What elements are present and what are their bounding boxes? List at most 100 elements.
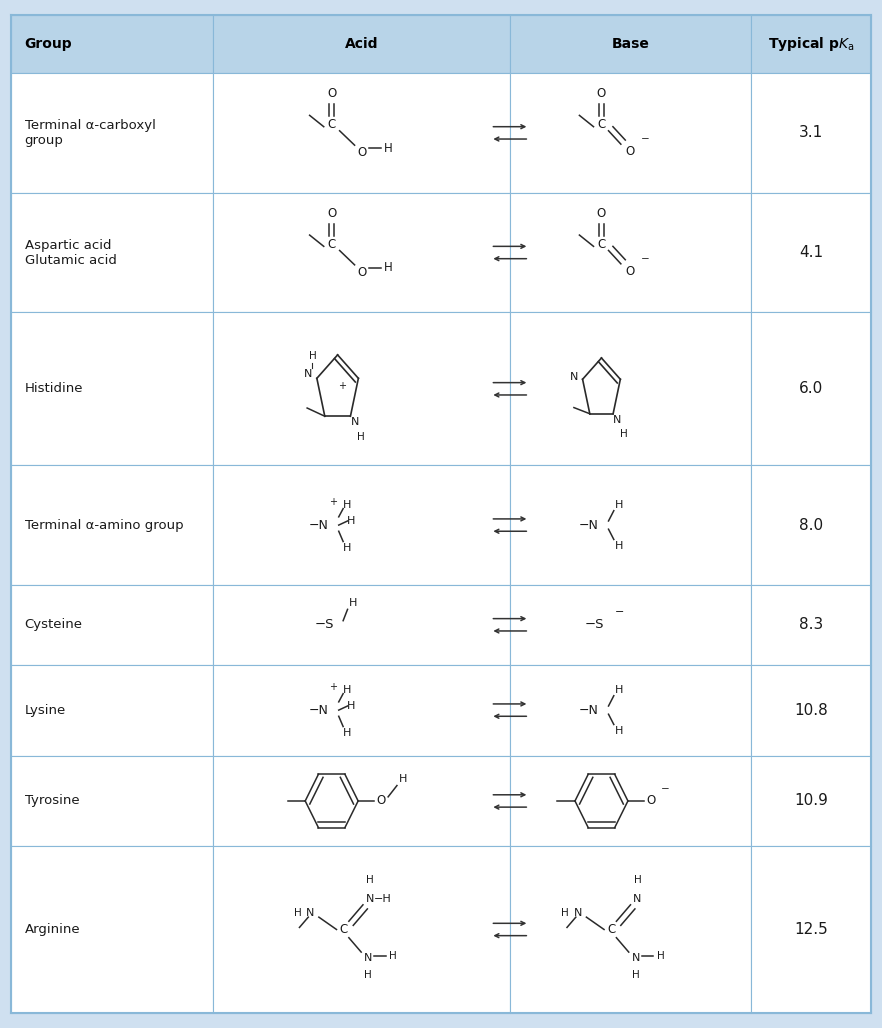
- Text: H: H: [348, 598, 357, 609]
- Bar: [510, 466, 751, 585]
- Text: C: C: [597, 118, 606, 132]
- Text: H: H: [294, 908, 302, 918]
- Text: N: N: [570, 372, 578, 382]
- Bar: [751, 73, 871, 192]
- Text: N: N: [351, 417, 359, 428]
- Text: +: +: [330, 683, 338, 693]
- Text: H: H: [357, 432, 365, 442]
- Text: 8.3: 8.3: [799, 617, 823, 632]
- Text: O: O: [377, 795, 385, 807]
- Bar: [11, 585, 213, 665]
- Text: O: O: [597, 207, 606, 220]
- Bar: [11, 15, 213, 73]
- Text: 8.0: 8.0: [799, 517, 823, 533]
- Text: 4.1: 4.1: [799, 245, 823, 260]
- Text: Cysteine: Cysteine: [25, 618, 83, 631]
- Bar: [213, 756, 510, 846]
- Text: −: −: [641, 254, 650, 264]
- Bar: [751, 756, 871, 846]
- Text: −N: −N: [579, 703, 598, 717]
- Text: H: H: [615, 726, 624, 736]
- Text: H: H: [347, 701, 355, 711]
- Text: H: H: [347, 516, 355, 526]
- Text: H: H: [384, 261, 392, 274]
- Text: H: H: [309, 351, 317, 361]
- Text: Aspartic acid
Glutamic acid: Aspartic acid Glutamic acid: [25, 238, 116, 266]
- Bar: [213, 466, 510, 585]
- Bar: [751, 846, 871, 1013]
- Bar: [510, 313, 751, 466]
- Bar: [751, 15, 871, 73]
- Text: −S: −S: [585, 618, 604, 631]
- Text: −: −: [615, 608, 624, 618]
- Text: H: H: [561, 908, 569, 918]
- Text: Lysine: Lysine: [25, 703, 66, 717]
- Text: N: N: [573, 908, 582, 918]
- Bar: [213, 73, 510, 192]
- Text: 6.0: 6.0: [799, 381, 823, 397]
- Text: O: O: [625, 145, 634, 158]
- Text: N: N: [364, 953, 372, 963]
- Bar: [213, 846, 510, 1013]
- Text: −N: −N: [579, 518, 598, 531]
- Text: Base: Base: [611, 37, 649, 51]
- Text: Group: Group: [25, 37, 72, 51]
- Text: Acid: Acid: [345, 37, 378, 51]
- Bar: [11, 756, 213, 846]
- Text: H: H: [615, 500, 624, 510]
- Text: C: C: [340, 923, 348, 935]
- Text: O: O: [357, 265, 366, 279]
- Text: H: H: [620, 430, 628, 439]
- Text: −: −: [641, 134, 650, 144]
- Text: H: H: [656, 951, 664, 961]
- Text: H: H: [615, 685, 624, 695]
- Text: C: C: [607, 923, 616, 935]
- Text: −H: −H: [373, 893, 392, 904]
- Text: 10.8: 10.8: [795, 702, 828, 718]
- Text: O: O: [327, 87, 336, 101]
- Bar: [213, 313, 510, 466]
- Text: 12.5: 12.5: [795, 922, 828, 937]
- Bar: [213, 15, 510, 73]
- Text: −N: −N: [309, 518, 328, 531]
- Text: N: N: [632, 953, 640, 963]
- Text: 3.1: 3.1: [799, 125, 823, 141]
- Text: H: H: [615, 541, 624, 551]
- Text: O: O: [597, 87, 606, 101]
- Text: H: H: [342, 500, 351, 510]
- Text: O: O: [625, 264, 634, 278]
- Text: H: H: [366, 875, 374, 885]
- Text: H: H: [342, 728, 351, 738]
- Text: O: O: [647, 795, 655, 807]
- Text: −N: −N: [309, 703, 328, 717]
- Bar: [11, 466, 213, 585]
- Bar: [11, 313, 213, 466]
- Text: Tyrosine: Tyrosine: [25, 795, 79, 807]
- Text: H: H: [633, 875, 641, 885]
- Bar: [11, 846, 213, 1013]
- Bar: [510, 585, 751, 665]
- Text: O: O: [357, 146, 366, 159]
- Bar: [751, 585, 871, 665]
- Text: Terminal α-amino group: Terminal α-amino group: [25, 518, 183, 531]
- Text: H: H: [389, 951, 397, 961]
- Text: Typical p$K_\mathrm{a}$: Typical p$K_\mathrm{a}$: [768, 35, 855, 53]
- Bar: [11, 665, 213, 756]
- Text: 10.9: 10.9: [794, 794, 828, 808]
- Bar: [510, 846, 751, 1013]
- Text: H: H: [364, 969, 372, 980]
- Bar: [751, 313, 871, 466]
- Text: N: N: [306, 908, 314, 918]
- Text: −S: −S: [315, 618, 334, 631]
- Text: C: C: [597, 237, 606, 251]
- Bar: [510, 192, 751, 313]
- Text: C: C: [327, 237, 336, 251]
- Text: N: N: [366, 893, 374, 904]
- Bar: [11, 73, 213, 192]
- Bar: [213, 192, 510, 313]
- Text: H: H: [399, 774, 407, 784]
- Text: N: N: [303, 369, 312, 379]
- Bar: [751, 192, 871, 313]
- Text: H: H: [632, 969, 639, 980]
- Text: C: C: [327, 118, 336, 132]
